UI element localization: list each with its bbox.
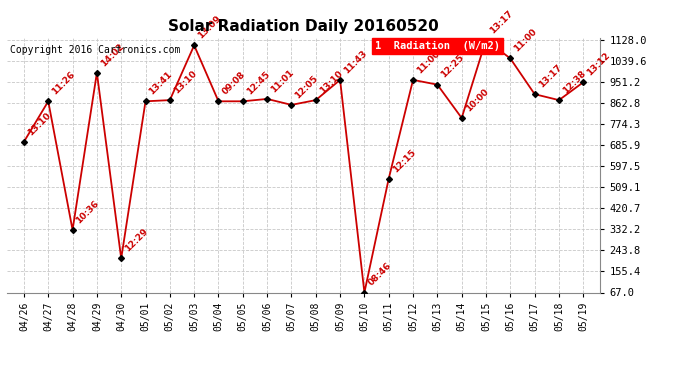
Text: 08:46: 08:46	[366, 261, 393, 288]
Text: 12:45: 12:45	[245, 70, 271, 96]
Text: 11:43: 11:43	[342, 48, 368, 75]
Text: 11:00: 11:00	[415, 49, 442, 75]
Text: 13:17: 13:17	[488, 8, 515, 35]
Text: 14:02: 14:02	[99, 41, 126, 68]
Text: 11:00: 11:00	[512, 27, 539, 54]
Text: 13:10: 13:10	[26, 111, 52, 137]
Text: 09:08: 09:08	[220, 70, 247, 96]
Title: Solar Radiation Daily 20160520: Solar Radiation Daily 20160520	[168, 18, 439, 33]
Text: 11:26: 11:26	[50, 70, 77, 96]
Text: 12:15: 12:15	[391, 147, 417, 174]
Text: 1  Radiation  (W/m2): 1 Radiation (W/m2)	[375, 41, 500, 51]
Text: 11:01: 11:01	[269, 68, 295, 94]
Text: 13:17: 13:17	[537, 63, 563, 89]
Text: 12:05: 12:05	[293, 74, 320, 100]
Text: 12:29: 12:29	[123, 227, 150, 254]
Text: 13:10: 13:10	[317, 69, 344, 95]
Text: 13:09: 13:09	[196, 14, 223, 40]
Text: 13:41: 13:41	[148, 70, 174, 96]
Text: 13:12: 13:12	[585, 51, 612, 78]
Text: 13:10: 13:10	[172, 69, 198, 95]
Text: 10:36: 10:36	[75, 199, 101, 225]
Text: Copyright 2016 Cartronics.com: Copyright 2016 Cartronics.com	[10, 45, 180, 55]
Text: 12:38: 12:38	[561, 69, 587, 95]
Text: 12:25: 12:25	[440, 53, 466, 80]
Text: 10:00: 10:00	[464, 87, 490, 113]
